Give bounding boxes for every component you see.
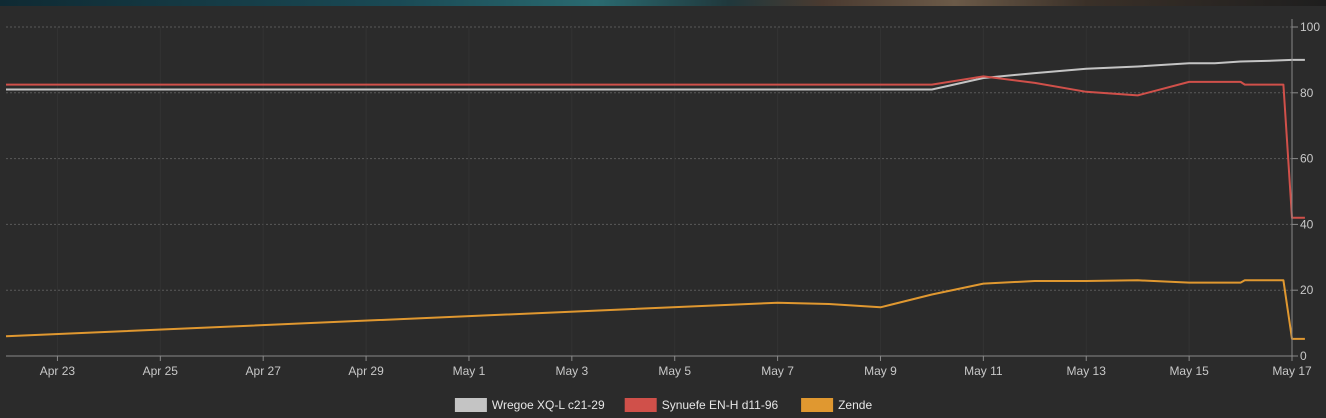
y-tick-label: 40: [1300, 217, 1314, 231]
legend-label[interactable]: Synuefe EN-H d11-96: [662, 398, 779, 412]
x-tick-label: May 3: [555, 364, 588, 378]
x-tick-label: Apr 29: [348, 364, 384, 378]
x-tick-label: May 13: [1067, 364, 1107, 378]
x-tick-label: May 5: [658, 364, 691, 378]
x-tick-label: May 11: [964, 364, 1003, 378]
series-line-1: [6, 58, 1305, 91]
legend-swatch[interactable]: [801, 398, 834, 412]
series-lines: [5, 58, 1305, 340]
series-line-2: [6, 75, 1305, 219]
header-banner-image: [0, 0, 1326, 6]
grid-lines: [6, 26, 1293, 356]
legend: Wregoe XQ-L c21-29 Synuefe EN-H d11-96 Zen…: [454, 398, 872, 412]
legend-label[interactable]: Wregoe XQ-L c21-29: [492, 398, 605, 412]
x-tick-label: May 17: [1272, 364, 1312, 378]
series-line-3: [5, 279, 1305, 340]
y-tick-label: 0: [1300, 349, 1307, 363]
y-tick-label: 100: [1300, 20, 1320, 34]
legend-label[interactable]: Zende: [838, 398, 872, 412]
x-tick-label: May 1: [453, 364, 486, 378]
x-tick-label: May 15: [1169, 364, 1209, 378]
y-tick-label: 80: [1300, 86, 1314, 100]
y-tick-label: 20: [1300, 283, 1314, 297]
x-tick-label: May 7: [761, 364, 794, 378]
legend-swatch[interactable]: [624, 398, 657, 412]
y-tick-label: 60: [1300, 152, 1314, 166]
legend-swatch[interactable]: [454, 398, 487, 412]
x-tick-label: May 9: [864, 364, 897, 378]
x-tick-label: Apr 27: [246, 364, 282, 378]
axes: 0 20 40 60 80 100 Apr 23 Apr 25 Apr 27 Apr 29 May …: [6, 19, 1320, 378]
x-tick-label: Apr 23: [40, 364, 76, 378]
x-tick-label: Apr 25: [143, 364, 179, 378]
